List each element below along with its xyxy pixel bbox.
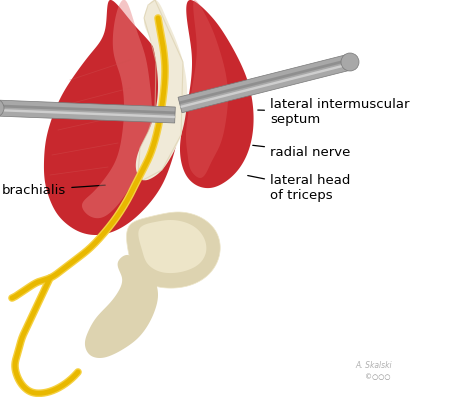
Text: radial nerve: radial nerve bbox=[253, 145, 350, 158]
Polygon shape bbox=[85, 255, 158, 358]
Text: lateral head
of triceps: lateral head of triceps bbox=[248, 174, 350, 202]
Polygon shape bbox=[0, 100, 175, 123]
Polygon shape bbox=[138, 220, 206, 273]
Polygon shape bbox=[82, 0, 152, 218]
Polygon shape bbox=[180, 0, 254, 188]
Polygon shape bbox=[179, 58, 350, 104]
Polygon shape bbox=[44, 0, 179, 235]
Polygon shape bbox=[0, 104, 175, 114]
Polygon shape bbox=[178, 54, 352, 113]
Circle shape bbox=[0, 99, 4, 117]
Polygon shape bbox=[136, 0, 187, 180]
Polygon shape bbox=[127, 212, 220, 288]
Circle shape bbox=[341, 53, 359, 71]
Text: lateral intermuscular
septum: lateral intermuscular septum bbox=[258, 98, 410, 126]
Polygon shape bbox=[145, 226, 185, 238]
Polygon shape bbox=[180, 63, 351, 108]
Polygon shape bbox=[186, 0, 228, 178]
Text: A. Skalski: A. Skalski bbox=[355, 361, 392, 370]
Text: ©○○○: ©○○○ bbox=[365, 373, 391, 380]
Polygon shape bbox=[0, 109, 175, 118]
Text: brachialis: brachialis bbox=[2, 183, 105, 197]
